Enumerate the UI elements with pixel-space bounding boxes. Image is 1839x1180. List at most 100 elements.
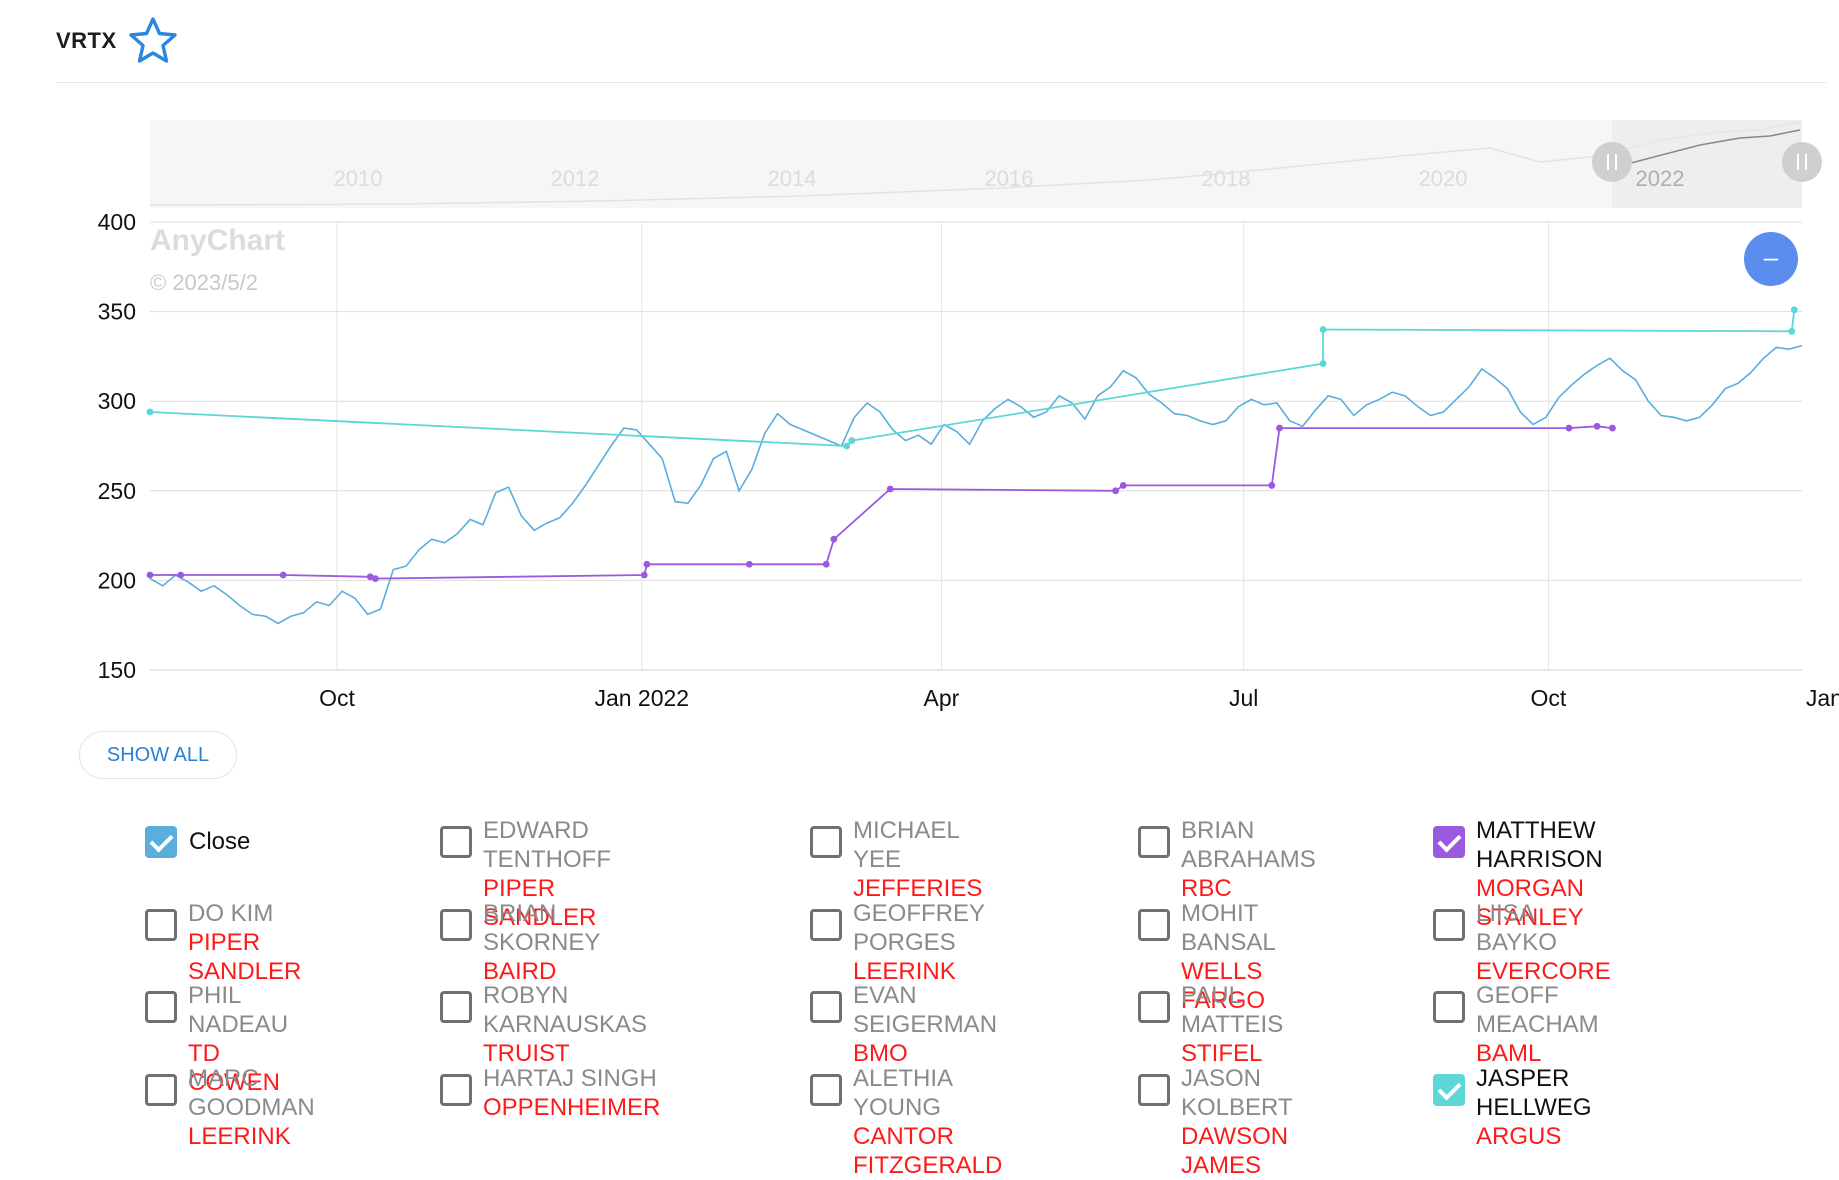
checkbox[interactable] xyxy=(810,826,842,858)
legend-item[interactable]: ROBYN KARNAUSKAS TRUIST xyxy=(440,981,647,1068)
checkbox[interactable] xyxy=(440,991,472,1023)
chart-axes: 150 200 250 300 350 400 Oct Jan 2022 Apr Jul Oct Ja… xyxy=(98,209,1839,711)
checkbox[interactable] xyxy=(810,909,842,941)
series-point xyxy=(279,571,287,579)
firm-name: LEERINK xyxy=(188,1123,291,1150)
navigator-selection xyxy=(1612,120,1802,208)
checkbox[interactable] xyxy=(440,909,472,941)
series-line-0 xyxy=(149,344,1803,625)
x-tick-label: Oct xyxy=(319,685,355,711)
navigator-left-handle xyxy=(1592,142,1632,182)
series-point xyxy=(848,437,856,445)
firm-name: ARGUS xyxy=(1476,1123,1562,1150)
series-point xyxy=(371,575,379,583)
legend-item[interactable]: GEOFF MEACHAM BAML xyxy=(1433,981,1599,1068)
navigator-selected-line xyxy=(1611,129,1801,169)
checkbox[interactable] xyxy=(1138,1074,1170,1106)
analyst-name: EDWARD TENTHOFF xyxy=(483,817,611,873)
firm-name: TRUIST xyxy=(483,1040,570,1067)
checkbox[interactable] xyxy=(145,1074,177,1106)
legend-item[interactable]: MARC GOODMAN LEERINK xyxy=(145,1064,315,1151)
legend-item[interactable]: GEOFFREY PORGES LEERINK xyxy=(810,899,985,986)
legend-names: EDWARD TENTHOFF PIPER SANDLER xyxy=(483,816,611,932)
chart-series xyxy=(146,306,1803,625)
analyst-name: BRIAN ABRAHAMS xyxy=(1181,817,1316,873)
header-divider xyxy=(56,82,1826,83)
firm-name: TD COWEN xyxy=(188,1040,280,1096)
legend-item[interactable]: HARTAJ SINGH OPPENHEIMER xyxy=(440,1064,660,1122)
series-point xyxy=(146,571,154,579)
ticker-symbol: VRTX xyxy=(56,28,117,53)
legend-item[interactable]: MOHIT BANSAL WELLS FARGO xyxy=(1138,899,1276,1015)
legend-item[interactable]: JASON KOLBERT DAWSON JAMES xyxy=(1138,1064,1293,1180)
checkbox[interactable] xyxy=(1433,909,1465,941)
analyst-name: JASON KOLBERT xyxy=(1181,1065,1293,1121)
zoom-out-button[interactable]: – xyxy=(1744,232,1798,286)
series-point xyxy=(1319,360,1327,367)
firm-name: MORGAN STANLEY xyxy=(1476,875,1584,931)
x-tick-label: Jan 2023 xyxy=(1806,685,1839,711)
legend-item[interactable]: ALETHIA YOUNG CANTOR FITZGERALD xyxy=(810,1064,1002,1180)
series-point xyxy=(366,573,374,581)
checkbox[interactable] xyxy=(1433,991,1465,1023)
legend-item[interactable]: PAUL MATTEIS STIFEL xyxy=(1138,981,1283,1068)
series-point xyxy=(843,442,851,450)
series-point xyxy=(1119,482,1127,489)
firm-name: BMO xyxy=(853,1040,908,1067)
legend-item[interactable]: EVAN SEIGERMAN BMO xyxy=(810,981,997,1068)
series-point xyxy=(643,560,651,568)
legend-item[interactable]: MICHAEL YEE JEFFERIES xyxy=(810,816,982,903)
legend-item[interactable]: PHIL NADEAU TD COWEN xyxy=(145,981,288,1097)
firm-name: WELLS FARGO xyxy=(1181,958,1266,1014)
legend-item[interactable]: BRIAN ABRAHAMS RBC xyxy=(1138,816,1316,903)
checkbox-checked[interactable] xyxy=(145,826,177,858)
show-all-button[interactable]: SHOW ALL xyxy=(79,731,237,779)
checkbox[interactable] xyxy=(1138,909,1170,941)
analyst-name: GEOFFREY PORGES xyxy=(853,900,985,956)
checkbox[interactable] xyxy=(440,826,472,858)
series-point xyxy=(1593,422,1601,430)
navigator-tick-label: 2012 xyxy=(551,166,600,191)
navigator[interactable]: 2010201220142016201820202022 xyxy=(149,120,1822,208)
checkbox[interactable] xyxy=(810,991,842,1023)
checkbox[interactable] xyxy=(145,991,177,1023)
checkbox[interactable] xyxy=(145,909,177,941)
series-point xyxy=(886,485,894,493)
legend-item[interactable]: BRIAN SKORNEY BAIRD xyxy=(440,899,600,986)
legend-names: GEOFF MEACHAM BAML xyxy=(1476,981,1599,1068)
legend-names: BRIAN ABRAHAMS RBC xyxy=(1181,816,1316,903)
legend-names: MOHIT BANSAL WELLS FARGO xyxy=(1181,899,1276,1015)
star-icon[interactable] xyxy=(127,15,179,67)
x-tick-label: Jan 2022 xyxy=(594,685,689,711)
checkbox[interactable] xyxy=(440,1074,472,1106)
checkbox-checked[interactable] xyxy=(1433,826,1465,858)
series-point xyxy=(1790,306,1798,314)
navigator-background xyxy=(150,120,1802,208)
legend-names: JASON KOLBERT DAWSON JAMES xyxy=(1181,1064,1293,1180)
legend-item[interactable]: DO KIM PIPER SANDLER xyxy=(145,899,301,986)
x-tick-label: Apr xyxy=(924,685,960,711)
checkbox[interactable] xyxy=(1138,991,1170,1023)
series-point xyxy=(822,560,830,568)
analyst-name: BRIAN SKORNEY xyxy=(483,900,601,956)
checkbox[interactable] xyxy=(810,1074,842,1106)
analyst-name: HARTAJ SINGH xyxy=(483,1065,657,1092)
series-line-2 xyxy=(150,425,1613,580)
legend-item[interactable]: Close xyxy=(145,816,250,868)
y-tick-label: 400 xyxy=(98,209,136,235)
anychart-watermark: AnyChart xyxy=(150,224,285,257)
watermark: AnyChart © 2023/5/2 xyxy=(150,224,285,295)
legend-item[interactable]: MATTHEW HARRISON MORGAN STANLEY xyxy=(1433,816,1603,932)
series-point xyxy=(146,408,154,416)
legend-item[interactable]: LIISA BAYKO EVERCORE xyxy=(1433,899,1611,986)
analyst-name: LIISA BAYKO xyxy=(1476,900,1557,956)
legend-item[interactable]: EDWARD TENTHOFF PIPER SANDLER xyxy=(440,816,611,932)
checkbox[interactable] xyxy=(1138,826,1170,858)
y-tick-label: 350 xyxy=(98,299,136,325)
navigator-tick-label: 2020 xyxy=(1419,166,1468,191)
y-tick-label: 300 xyxy=(98,388,136,414)
analyst-name: DO KIM xyxy=(188,900,274,927)
checkbox-checked[interactable] xyxy=(1433,1074,1465,1106)
price-target-chart[interactable]: 2010201220142016201820202022 AnyChart© 2… xyxy=(0,100,1839,720)
legend-item[interactable]: JASPER HELLWEG ARGUS xyxy=(1433,1064,1592,1151)
